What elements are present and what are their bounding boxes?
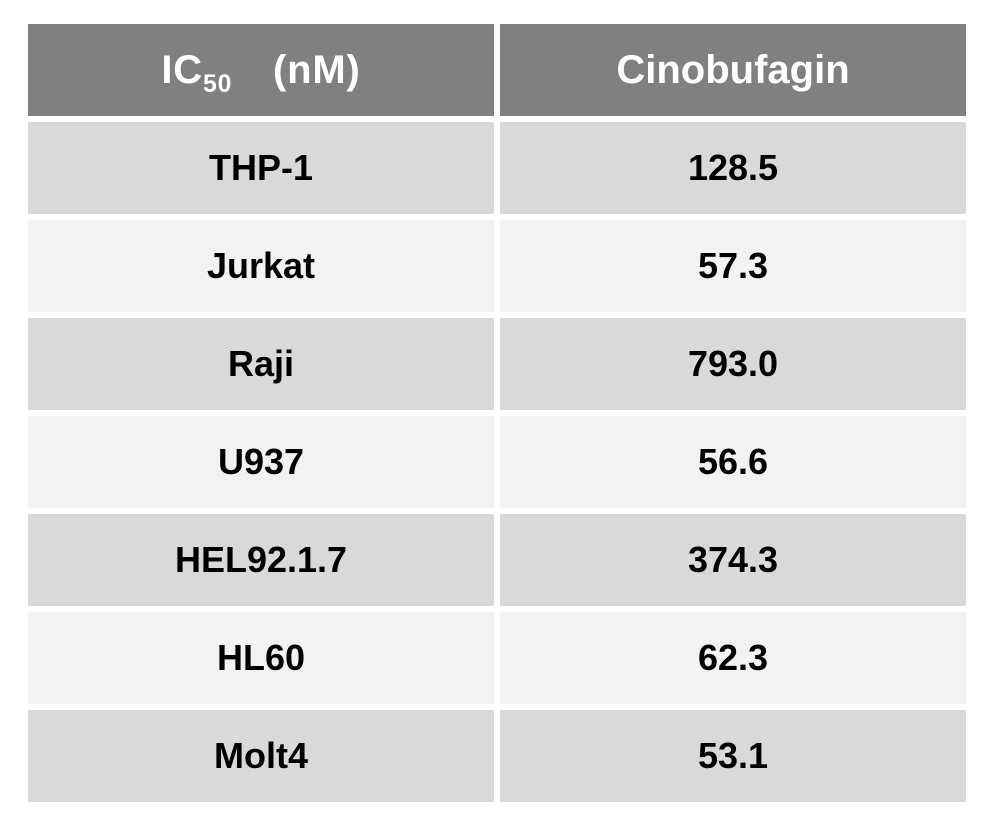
table-row: THP-1128.5: [28, 122, 966, 214]
row-value: 793.0: [500, 318, 966, 410]
col-header-ic50: IC50 (nM): [28, 24, 494, 116]
row-label: HL60: [28, 612, 494, 704]
table-header-row: IC50 (nM) Cinobufagin: [28, 24, 966, 116]
table-row: HL6062.3: [28, 612, 966, 704]
row-value: 62.3: [500, 612, 966, 704]
col-header-compound: Cinobufagin: [500, 24, 966, 116]
row-value: 53.1: [500, 710, 966, 802]
row-label: THP-1: [28, 122, 494, 214]
table-row: Molt453.1: [28, 710, 966, 802]
table-header: IC50 (nM) Cinobufagin: [28, 24, 966, 116]
row-label: U937: [28, 416, 494, 508]
col-header-ic50-label: IC50 (nM): [161, 48, 360, 92]
row-value: 56.6: [500, 416, 966, 508]
row-label: Molt4: [28, 710, 494, 802]
table-row: HEL92.1.7374.3: [28, 514, 966, 606]
table-row: Raji793.0: [28, 318, 966, 410]
ic50-table: IC50 (nM) Cinobufagin THP-1128.5Jurkat57…: [22, 18, 972, 808]
col-header-compound-label: Cinobufagin: [616, 48, 849, 92]
row-value: 128.5: [500, 122, 966, 214]
row-label: HEL92.1.7: [28, 514, 494, 606]
row-value: 57.3: [500, 220, 966, 312]
table-row: Jurkat57.3: [28, 220, 966, 312]
row-label: Raji: [28, 318, 494, 410]
row-value: 374.3: [500, 514, 966, 606]
table-row: U93756.6: [28, 416, 966, 508]
table-body: THP-1128.5Jurkat57.3Raji793.0U93756.6HEL…: [28, 122, 966, 802]
row-label: Jurkat: [28, 220, 494, 312]
